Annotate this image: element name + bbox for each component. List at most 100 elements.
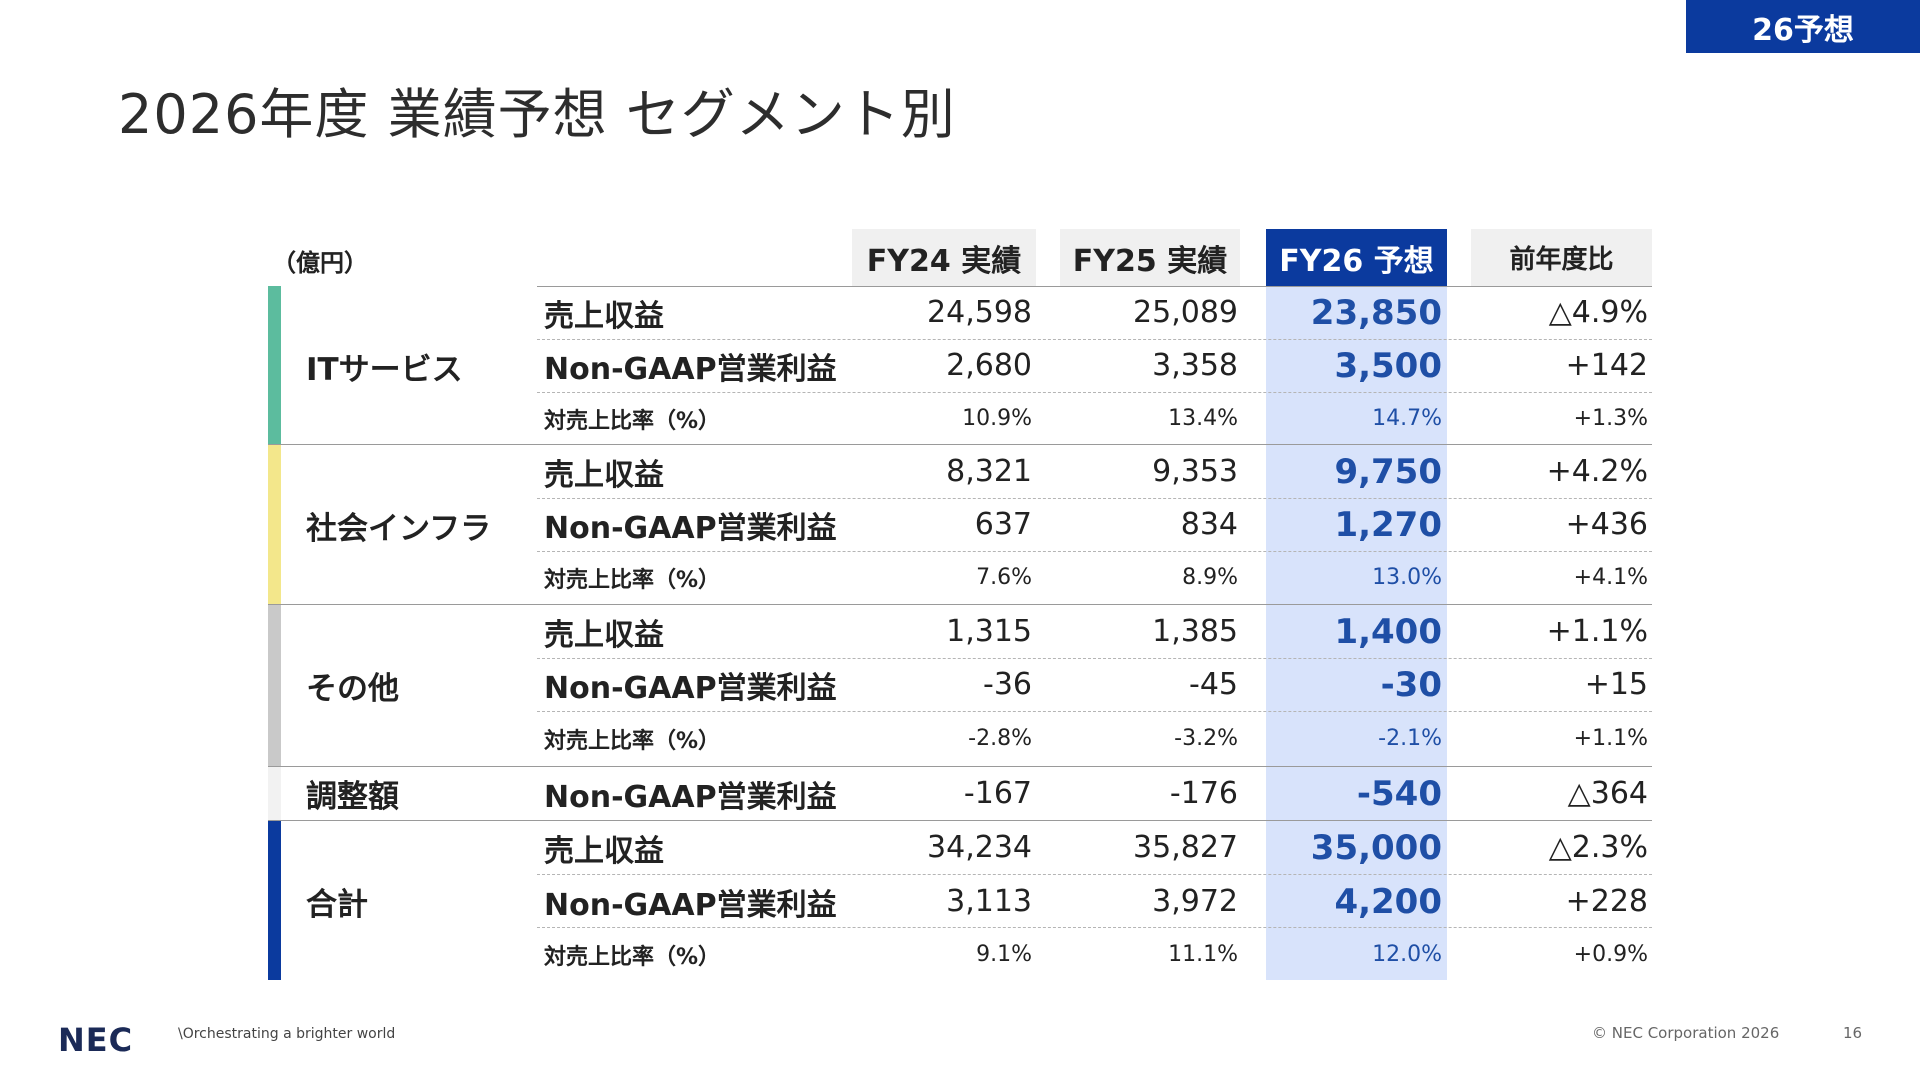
segment-name: その他 bbox=[306, 670, 399, 707]
page-number: 16 bbox=[1843, 1024, 1863, 1042]
cell-fy24: 2,680 bbox=[946, 348, 1032, 383]
row-label: 対売上比率（%） bbox=[544, 567, 721, 593]
row-label: Non-GAAP営業利益 bbox=[544, 887, 837, 923]
row-label: Non-GAAP営業利益 bbox=[544, 779, 837, 815]
divider bbox=[537, 874, 1652, 875]
cell-fy26: 9,750 bbox=[1334, 451, 1442, 492]
table-row: 対売上比率（%） -2.8% -3.2% -2.1% +1.1% bbox=[0, 712, 1920, 765]
cell-fy24: 24,598 bbox=[927, 295, 1032, 330]
row-label: 対売上比率（%） bbox=[544, 944, 721, 970]
cell-fy25: 25,089 bbox=[1133, 295, 1238, 330]
cell-fy26: 1,400 bbox=[1334, 611, 1442, 652]
cell-fy24: 7.6% bbox=[976, 565, 1032, 590]
cell-yoy: +142 bbox=[1565, 348, 1648, 383]
cell-fy25: 13.4% bbox=[1168, 406, 1238, 431]
copyright: © NEC Corporation 2026 bbox=[1592, 1024, 1780, 1042]
row-label: 売上収益 bbox=[544, 833, 664, 869]
cell-fy26: 13.0% bbox=[1372, 565, 1442, 590]
cell-fy26: 1,270 bbox=[1334, 504, 1442, 545]
divider bbox=[268, 444, 1652, 445]
table-row: 対売上比率（%） 9.1% 11.1% 12.0% +0.9% bbox=[0, 928, 1920, 981]
forecast-tag: 26予想 bbox=[1686, 0, 1920, 53]
divider bbox=[537, 551, 1652, 552]
cell-yoy: △4.9% bbox=[1548, 295, 1648, 330]
table-row: Non-GAAP営業利益 3,113 3,972 4,200 +228 bbox=[0, 875, 1920, 928]
nec-logo: NEC bbox=[58, 1021, 134, 1059]
cell-fy25: 11.1% bbox=[1168, 942, 1238, 967]
unit-label: （億円） bbox=[272, 249, 368, 277]
cell-fy24: 3,113 bbox=[946, 884, 1032, 919]
cell-fy25: 1,385 bbox=[1152, 614, 1238, 649]
divider bbox=[268, 766, 1652, 767]
segment-name: 合計 bbox=[306, 886, 368, 923]
cell-yoy: +4.2% bbox=[1546, 454, 1648, 489]
cell-fy25: 8.9% bbox=[1182, 565, 1238, 590]
table-row: Non-GAAP営業利益 -167 -176 -540 △364 bbox=[0, 767, 1920, 820]
segment-bar-total bbox=[268, 820, 281, 980]
cell-fy26: -2.1% bbox=[1378, 726, 1442, 751]
table-row: 対売上比率（%） 7.6% 8.9% 13.0% +4.1% bbox=[0, 551, 1920, 604]
tagline: \Orchestrating a brighter world bbox=[178, 1026, 396, 1042]
header-fy24: FY24 実績 bbox=[852, 229, 1036, 286]
cell-fy24: -167 bbox=[963, 776, 1032, 811]
cell-yoy: +15 bbox=[1584, 667, 1648, 702]
cell-fy26: 14.7% bbox=[1372, 406, 1442, 431]
row-label: Non-GAAP営業利益 bbox=[544, 510, 837, 546]
header-fy25: FY25 実績 bbox=[1060, 229, 1240, 286]
segment-name: 社会インフラ bbox=[306, 510, 492, 547]
cell-fy24: -2.8% bbox=[968, 726, 1032, 751]
cell-yoy: △2.3% bbox=[1548, 830, 1648, 865]
divider bbox=[537, 711, 1652, 712]
table-row: 対売上比率（%） 10.9% 13.4% 14.7% +1.3% bbox=[0, 392, 1920, 445]
row-label: 対売上比率（%） bbox=[544, 408, 721, 434]
row-label: 売上収益 bbox=[544, 298, 664, 334]
table-row: Non-GAAP営業利益 -36 -45 -30 +15 bbox=[0, 658, 1920, 711]
cell-fy24: 10.9% bbox=[962, 406, 1032, 431]
cell-fy26: -30 bbox=[1380, 664, 1442, 705]
segment-bar-other bbox=[268, 604, 281, 766]
segment-bar-it bbox=[268, 286, 281, 444]
row-label: 売上収益 bbox=[544, 617, 664, 653]
segment-name: 調整額 bbox=[306, 778, 399, 815]
cell-fy24: -36 bbox=[983, 667, 1032, 702]
divider bbox=[537, 927, 1652, 928]
page-title: 2026年度 業績予想 セグメント別 bbox=[118, 83, 956, 146]
cell-fy24: 34,234 bbox=[927, 830, 1032, 865]
row-label: Non-GAAP営業利益 bbox=[544, 351, 837, 387]
cell-fy25: 35,827 bbox=[1133, 830, 1238, 865]
table-row: Non-GAAP営業利益 2,680 3,358 3,500 +142 bbox=[0, 339, 1920, 392]
cell-yoy: +4.1% bbox=[1573, 565, 1648, 590]
cell-fy25: 3,358 bbox=[1152, 348, 1238, 383]
row-label: 対売上比率（%） bbox=[544, 728, 721, 754]
table-row: 売上収益 24,598 25,089 23,850 △4.9% bbox=[0, 286, 1920, 339]
cell-yoy: +1.1% bbox=[1546, 614, 1648, 649]
cell-fy24: 637 bbox=[974, 507, 1032, 542]
divider bbox=[537, 392, 1652, 393]
table-row: 売上収益 8,321 9,353 9,750 +4.2% bbox=[0, 445, 1920, 498]
table-row: 売上収益 1,315 1,385 1,400 +1.1% bbox=[0, 605, 1920, 658]
cell-fy25: -176 bbox=[1169, 776, 1238, 811]
cell-fy24: 9.1% bbox=[976, 942, 1032, 967]
row-label: 売上収益 bbox=[544, 457, 664, 493]
table-row: Non-GAAP営業利益 637 834 1,270 +436 bbox=[0, 498, 1920, 551]
table-row: 売上収益 34,234 35,827 35,000 △2.3% bbox=[0, 821, 1920, 874]
segment-bar-adjust bbox=[268, 766, 281, 820]
cell-yoy: +0.9% bbox=[1573, 942, 1648, 967]
cell-fy26: 12.0% bbox=[1372, 942, 1442, 967]
cell-fy25: 834 bbox=[1180, 507, 1238, 542]
cell-fy26: -540 bbox=[1356, 773, 1442, 814]
cell-yoy: +228 bbox=[1565, 884, 1648, 919]
segment-name: ITサービス bbox=[306, 351, 463, 388]
divider bbox=[537, 286, 1652, 287]
divider bbox=[537, 498, 1652, 499]
cell-yoy: +1.3% bbox=[1573, 406, 1648, 431]
segment-bar-infra bbox=[268, 444, 281, 604]
cell-fy26: 3,500 bbox=[1334, 345, 1442, 386]
divider bbox=[537, 658, 1652, 659]
cell-fy24: 1,315 bbox=[946, 614, 1032, 649]
cell-fy24: 8,321 bbox=[946, 454, 1032, 489]
cell-fy25: -3.2% bbox=[1174, 726, 1238, 751]
cell-yoy: △364 bbox=[1567, 776, 1648, 811]
cell-yoy: +436 bbox=[1565, 507, 1648, 542]
cell-fy25: 3,972 bbox=[1152, 884, 1238, 919]
